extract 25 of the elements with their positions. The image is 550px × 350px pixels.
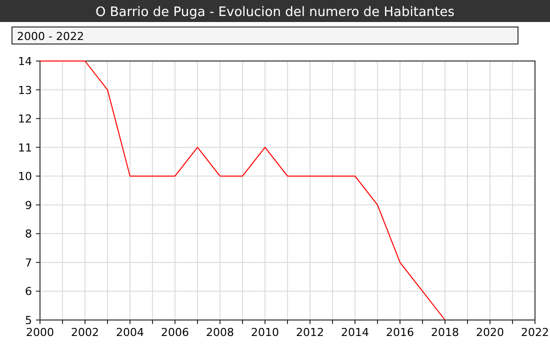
x-tick-label: 2002 (71, 326, 99, 339)
y-tick-label: 12 (18, 112, 32, 126)
y-tick-label: 11 (18, 141, 32, 154)
y-tick-label: 7 (25, 256, 32, 270)
x-tick-label: 2008 (206, 326, 234, 339)
y-tick-label: 13 (18, 84, 32, 97)
x-tick-label: 2016 (386, 326, 414, 339)
y-tick-label: 10 (18, 170, 32, 184)
x-tick-label: 2010 (251, 326, 279, 339)
x-tick-label: 2004 (116, 326, 144, 339)
x-tick-label: 2000 (26, 326, 54, 339)
y-tick-label: 9 (25, 198, 32, 212)
y-tick-label: 14 (18, 55, 32, 68)
x-tick-label: 2018 (431, 326, 459, 339)
y-tick-label: 6 (25, 285, 32, 298)
y-tick-label: 5 (25, 314, 32, 327)
x-tick-label: 2012 (296, 326, 324, 339)
chart-title: O Barrio de Puga - Evolucion del numero de Habitantes (95, 5, 455, 20)
line-series (40, 60, 446, 320)
x-tick-label: 2020 (476, 326, 504, 339)
y-tick-label: 8 (25, 228, 32, 241)
x-tick-label: 2014 (341, 326, 369, 339)
x-tick-label: 2006 (161, 326, 189, 339)
chart-subtitle: 2000 - 2022 (17, 30, 84, 43)
x-tick-label: 2022 (521, 326, 549, 339)
